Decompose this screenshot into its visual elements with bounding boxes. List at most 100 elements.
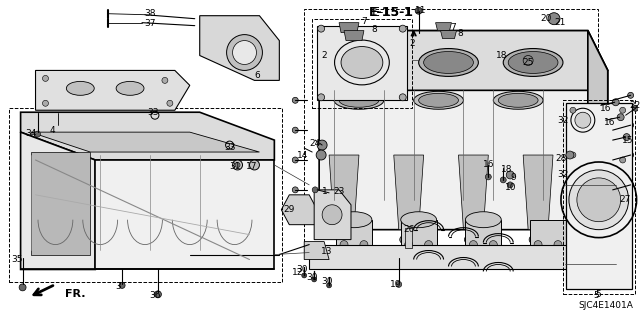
- Ellipse shape: [419, 93, 458, 107]
- Polygon shape: [36, 70, 190, 110]
- Text: 7: 7: [451, 23, 456, 32]
- Circle shape: [402, 238, 406, 241]
- Circle shape: [531, 238, 535, 241]
- Text: 18: 18: [500, 166, 512, 174]
- Ellipse shape: [508, 52, 558, 73]
- Polygon shape: [344, 31, 364, 41]
- Polygon shape: [336, 220, 372, 255]
- Circle shape: [232, 41, 257, 64]
- Text: 18: 18: [495, 51, 507, 60]
- Circle shape: [337, 233, 341, 237]
- Circle shape: [250, 160, 259, 170]
- Circle shape: [322, 205, 342, 225]
- Circle shape: [548, 13, 560, 25]
- Polygon shape: [319, 31, 608, 230]
- Polygon shape: [465, 220, 501, 255]
- Polygon shape: [20, 112, 275, 160]
- Circle shape: [508, 182, 513, 188]
- Circle shape: [119, 282, 125, 288]
- Ellipse shape: [493, 91, 543, 109]
- Circle shape: [312, 277, 317, 282]
- Circle shape: [617, 114, 624, 121]
- Circle shape: [396, 281, 402, 287]
- Polygon shape: [436, 23, 451, 31]
- Circle shape: [335, 231, 343, 239]
- Text: 15: 15: [622, 136, 634, 145]
- Polygon shape: [530, 220, 566, 255]
- Text: 8: 8: [371, 25, 377, 34]
- Polygon shape: [404, 228, 412, 248]
- Circle shape: [534, 241, 542, 249]
- Polygon shape: [339, 23, 359, 33]
- Circle shape: [292, 127, 298, 133]
- Polygon shape: [317, 26, 406, 100]
- Text: 14: 14: [296, 151, 308, 160]
- Ellipse shape: [339, 93, 379, 107]
- Ellipse shape: [341, 47, 383, 78]
- Circle shape: [301, 273, 307, 278]
- Circle shape: [577, 178, 621, 222]
- Polygon shape: [95, 160, 275, 270]
- Polygon shape: [282, 195, 317, 225]
- Text: 19: 19: [390, 280, 401, 289]
- Text: 23: 23: [333, 187, 345, 196]
- Circle shape: [35, 131, 40, 137]
- Circle shape: [317, 140, 327, 150]
- Circle shape: [316, 150, 326, 160]
- Circle shape: [570, 152, 576, 158]
- Ellipse shape: [334, 48, 394, 77]
- Ellipse shape: [336, 212, 372, 228]
- Text: 30: 30: [321, 277, 333, 286]
- Circle shape: [42, 75, 49, 81]
- Circle shape: [317, 25, 324, 32]
- Circle shape: [469, 241, 477, 249]
- Circle shape: [628, 182, 634, 188]
- Circle shape: [424, 241, 433, 249]
- Text: 34: 34: [25, 129, 36, 137]
- Text: 16: 16: [483, 160, 494, 169]
- Text: E-15-1: E-15-1: [369, 6, 414, 19]
- Circle shape: [399, 25, 406, 32]
- Text: 37: 37: [144, 19, 156, 28]
- Circle shape: [465, 236, 472, 244]
- Text: 35: 35: [11, 255, 22, 264]
- Text: 22: 22: [629, 101, 640, 110]
- Polygon shape: [394, 155, 424, 230]
- Circle shape: [292, 157, 298, 163]
- Text: 21: 21: [554, 18, 566, 27]
- Text: SJC4E1401A: SJC4E1401A: [579, 301, 634, 310]
- Text: 5: 5: [593, 291, 598, 300]
- Polygon shape: [304, 241, 329, 260]
- Ellipse shape: [424, 52, 474, 73]
- Text: 27: 27: [619, 195, 630, 204]
- Circle shape: [506, 171, 514, 179]
- Ellipse shape: [503, 48, 563, 77]
- Circle shape: [566, 151, 574, 159]
- Text: 13: 13: [321, 247, 333, 256]
- Text: 28: 28: [556, 153, 566, 162]
- Text: 5: 5: [595, 290, 601, 299]
- Text: 2: 2: [409, 39, 415, 48]
- Ellipse shape: [465, 212, 501, 228]
- Text: 1: 1: [322, 187, 328, 196]
- Circle shape: [292, 97, 298, 103]
- Text: 31: 31: [229, 162, 240, 172]
- Text: 11: 11: [415, 6, 426, 15]
- Polygon shape: [314, 190, 351, 240]
- Polygon shape: [31, 152, 90, 255]
- Text: 3: 3: [115, 282, 121, 291]
- Circle shape: [628, 92, 634, 98]
- Polygon shape: [20, 132, 95, 270]
- Text: 30: 30: [296, 265, 308, 274]
- Text: 10: 10: [504, 183, 516, 192]
- Circle shape: [292, 187, 298, 193]
- Circle shape: [340, 241, 348, 249]
- Circle shape: [162, 78, 168, 83]
- Circle shape: [500, 177, 506, 183]
- Polygon shape: [200, 16, 279, 80]
- Polygon shape: [588, 31, 608, 249]
- Circle shape: [632, 105, 639, 111]
- Circle shape: [326, 283, 332, 288]
- Circle shape: [235, 162, 240, 167]
- Circle shape: [623, 134, 630, 141]
